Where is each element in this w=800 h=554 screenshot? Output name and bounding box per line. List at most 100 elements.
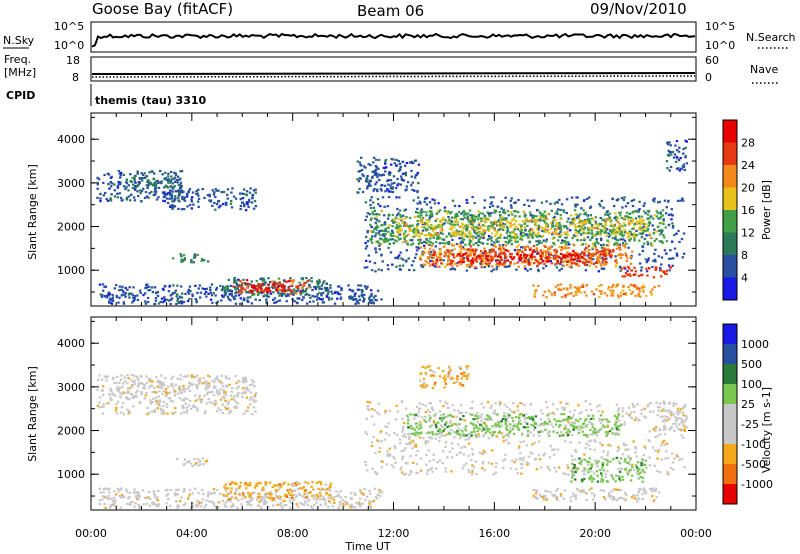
heatmap-cell — [542, 259, 545, 262]
heatmap-cell — [624, 231, 627, 234]
heatmap-cell — [106, 375, 110, 378]
heatmap-cell — [252, 189, 256, 192]
heatmap-cell — [165, 494, 168, 497]
heatmap-cell — [484, 216, 488, 220]
heatmap-cell — [100, 405, 104, 408]
heatmap-cell — [365, 178, 368, 181]
heatmap-cell — [611, 228, 615, 231]
heatmap-cell — [659, 266, 662, 270]
heatmap-cell — [519, 229, 522, 233]
heatmap-cell — [652, 217, 655, 220]
heatmap-cell — [205, 287, 208, 290]
heatmap-cell — [357, 503, 360, 506]
heatmap-cell — [268, 290, 272, 293]
heatmap-cell — [181, 406, 184, 409]
heatmap-cell — [354, 302, 357, 305]
velocity-heatmap — [96, 365, 688, 509]
heatmap-cell — [467, 468, 470, 471]
heatmap-cell — [413, 256, 417, 259]
heatmap-cell — [247, 205, 250, 209]
heatmap-cell — [439, 232, 443, 235]
heatmap-cell — [387, 183, 390, 186]
heatmap-cell — [560, 267, 563, 270]
heatmap-cell — [646, 259, 650, 262]
heatmap-cell — [660, 228, 663, 231]
heatmap-cell — [677, 159, 681, 162]
heatmap-cell — [215, 286, 219, 289]
heatmap-cell — [370, 299, 374, 302]
heatmap-cell — [378, 178, 381, 182]
heatmap-cell — [492, 222, 496, 226]
heatmap-cell — [513, 423, 516, 426]
heatmap-cell — [502, 226, 505, 229]
heatmap-cell — [528, 220, 532, 223]
heatmap-cell — [140, 172, 143, 175]
heatmap-cell — [252, 400, 256, 403]
heatmap-cell — [373, 209, 376, 212]
heatmap-cell — [534, 290, 537, 293]
heatmap-cell — [144, 287, 147, 290]
heatmap-cell — [178, 387, 181, 391]
heatmap-cell — [501, 252, 504, 255]
heatmap-cell — [581, 458, 584, 461]
heatmap-cell — [631, 403, 634, 406]
heatmap-cell — [583, 291, 586, 294]
heatmap-cell — [462, 259, 465, 262]
heatmap-cell — [216, 300, 220, 303]
heatmap-cell — [373, 227, 376, 230]
heatmap-cell — [482, 257, 485, 260]
heatmap-cell — [339, 293, 342, 296]
heatmap-cell — [237, 379, 240, 383]
heatmap-cell — [523, 246, 526, 249]
heatmap-cell — [137, 194, 140, 198]
heatmap-cell — [468, 243, 471, 246]
heatmap-cell — [153, 286, 157, 289]
heatmap-cell — [190, 407, 193, 410]
heatmap-cell — [153, 190, 156, 193]
heatmap-cell — [201, 188, 204, 191]
heatmap-cell — [624, 272, 628, 275]
heatmap-cell — [99, 200, 102, 203]
heatmap-cell — [196, 379, 200, 382]
heatmap-cell — [436, 218, 439, 221]
heatmap-cell — [472, 243, 475, 246]
heatmap-cell — [381, 184, 384, 187]
heatmap-cell — [166, 493, 170, 496]
heatmap-cell — [98, 401, 101, 404]
heatmap-cell — [405, 239, 409, 243]
heatmap-cell — [520, 246, 523, 249]
heatmap-cell — [497, 224, 500, 227]
heatmap-cell — [118, 172, 122, 175]
heatmap-cell — [598, 254, 601, 257]
heatmap-cell — [282, 504, 285, 507]
heatmap-cell — [395, 196, 398, 199]
heatmap-cell — [408, 268, 411, 272]
heatmap-cell — [477, 255, 480, 258]
heatmap-cell — [369, 164, 372, 167]
heatmap-cell — [492, 256, 496, 259]
heatmap-cell — [165, 178, 168, 181]
heatmap-cell — [532, 284, 535, 287]
heatmap-cell — [461, 230, 465, 233]
heatmap-cell — [666, 167, 669, 170]
heatmap-cell — [329, 482, 333, 485]
heatmap-cell — [492, 268, 495, 271]
heatmap-cell — [519, 452, 522, 455]
heatmap-cell — [524, 220, 527, 223]
heatmap-cell — [557, 208, 560, 211]
heatmap-cell — [378, 447, 382, 450]
heatmap-cell — [175, 302, 178, 306]
heatmap-cell — [502, 261, 506, 264]
heatmap-cell — [625, 260, 629, 263]
heatmap-cell — [104, 191, 107, 195]
heatmap-cell — [394, 221, 397, 224]
heatmap-cell — [550, 262, 553, 265]
heatmap-cell — [567, 240, 570, 244]
heatmap-cell — [398, 209, 402, 212]
heatmap-cell — [559, 231, 562, 234]
heatmap-cell — [343, 500, 346, 503]
heatmap-cell — [370, 294, 373, 297]
heatmap-cell — [288, 506, 292, 509]
heatmap-cell — [469, 260, 473, 263]
heatmap-cell — [243, 203, 246, 206]
